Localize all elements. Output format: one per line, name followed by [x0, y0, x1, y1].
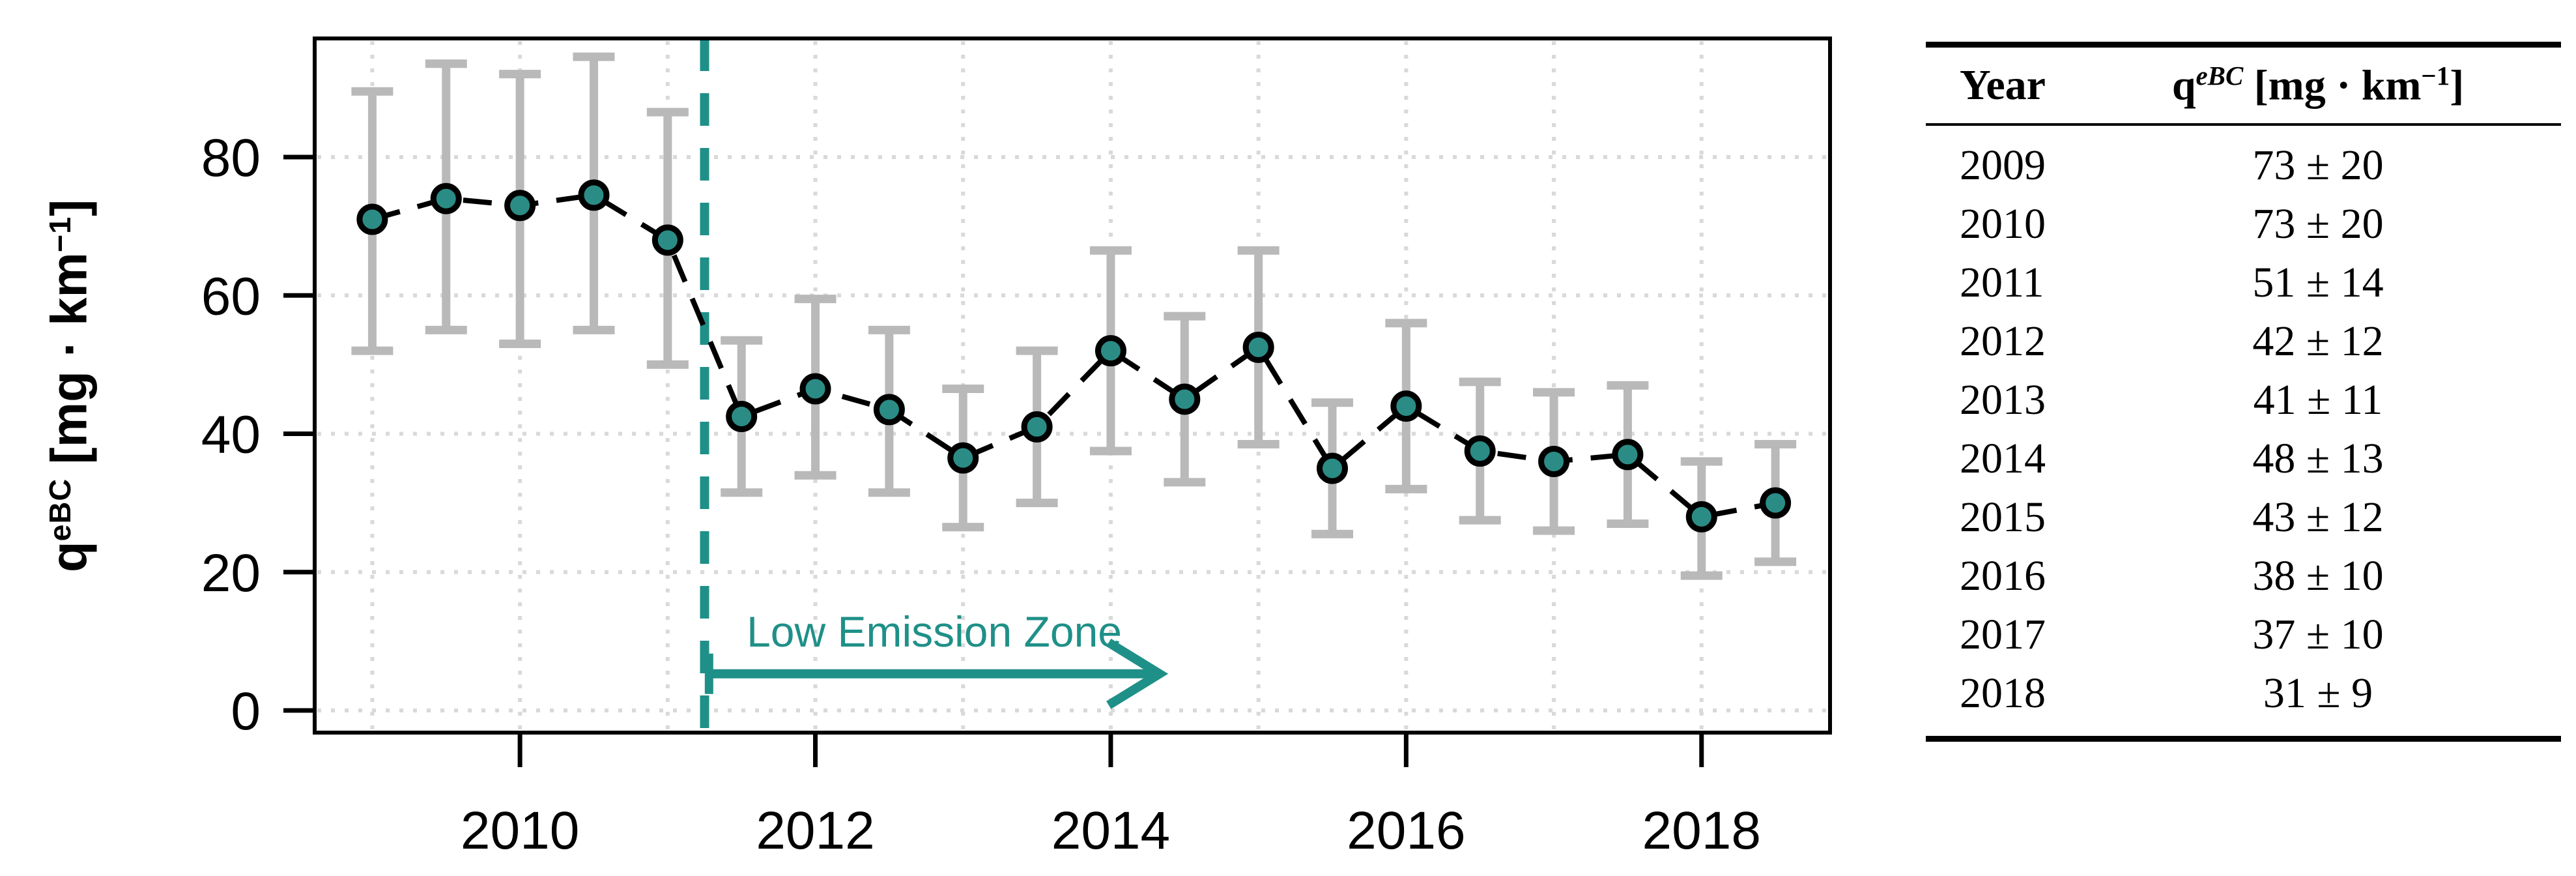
table-row: 2012 42 ± 12: [1926, 312, 2561, 371]
table-cell-value: 73 ± 20: [2252, 200, 2384, 248]
y-axis-label-unit-close: ]: [40, 199, 98, 216]
table-cell-year: 2009: [1960, 141, 2046, 189]
table-cell-value: 73 ± 20: [2252, 141, 2384, 189]
x-tick-label: 2010: [461, 801, 579, 860]
table-cell-year: 2014: [1960, 435, 2046, 482]
table-row: 2017 37 ± 10: [1926, 606, 2561, 664]
table-row: 2016 38 ± 10: [1926, 547, 2561, 606]
data-point-marker: [726, 400, 758, 432]
table-cell-value: 38 ± 10: [2252, 552, 2384, 600]
lez-label: Low Emission Zone: [747, 607, 1122, 656]
data-point-marker: [1095, 335, 1126, 367]
data-point-marker: [1760, 487, 1792, 519]
table-row: 2010 73 ± 20: [1926, 195, 2561, 254]
table-row: 2014 48 ± 13: [1926, 430, 2561, 488]
table-cell-value: 43 ± 12: [2252, 493, 2384, 541]
data-point-marker: [1317, 452, 1349, 484]
data-point-marker: [947, 442, 979, 474]
plot-border: [313, 36, 1832, 735]
y-tick-label: 20: [201, 544, 261, 603]
table-row: 2009 73 ± 20: [1926, 136, 2561, 195]
data-point-marker: [1612, 439, 1644, 471]
table-cell-year: 2017: [1960, 611, 2046, 658]
table-header-year: Year: [1960, 61, 2046, 109]
data-point-marker: [430, 182, 462, 214]
x-tick-label: 2018: [1642, 801, 1761, 860]
table-row: 2015 43 ± 12: [1926, 488, 2561, 547]
y-tick-label: 60: [201, 267, 261, 326]
data-point-marker: [1685, 501, 1717, 533]
data-point-marker: [504, 190, 536, 222]
data-point-marker: [1021, 411, 1053, 443]
y-axis-label: qeBC [mg · km−1]: [40, 199, 99, 572]
table-cell-value: 31 ± 9: [2263, 669, 2373, 717]
table-header-q: q: [2171, 61, 2196, 110]
y-axis-label-superscript: eBC: [43, 478, 78, 542]
table-cell-value: 42 ± 12: [2252, 317, 2384, 365]
data-point-marker: [799, 373, 831, 405]
emissions-table: Year qeBC [mg · km−1] 2009 73 ± 20 2010 73 …: [1926, 42, 2561, 742]
y-axis-label-symbol: q: [40, 541, 98, 573]
data-point-marker: [1538, 445, 1570, 477]
table-cell-value: 37 ± 10: [2252, 611, 2384, 658]
table-row: 2018 31 ± 9: [1926, 664, 2561, 723]
table-row: 2011 51 ± 14: [1926, 254, 2561, 312]
table-cell-year: 2012: [1960, 317, 2046, 365]
table-header-unit-exponent: −1: [2421, 61, 2450, 91]
table-cell-year: 2018: [1960, 669, 2046, 717]
table-header-unit: [mg · km: [2243, 61, 2422, 110]
table-cell-year: 2011: [1960, 259, 2044, 306]
data-point-marker: [1464, 435, 1496, 467]
emissions-chart: Low Emission Zone 0 20 40 60 80 2010 2012 2014 20…: [201, 36, 1832, 860]
data-point-marker: [578, 179, 610, 211]
table-cell-year: 2013: [1960, 376, 2046, 424]
table-row: 2013 41 ± 11: [1926, 371, 2561, 430]
x-tick-label: 2016: [1347, 801, 1465, 860]
data-point-marker: [1169, 383, 1201, 415]
table-top-rule: [1926, 42, 2561, 48]
table-header-row: Year qeBC [mg · km−1]: [1926, 48, 2561, 123]
data-point-marker: [1390, 390, 1422, 422]
table-header-q-superscript: eBC: [2196, 61, 2244, 91]
data-point-marker: [651, 224, 683, 256]
table-cell-value: 48 ± 13: [2252, 435, 2384, 482]
y-tick-label: 40: [201, 405, 261, 465]
table-cell-year: 2015: [1960, 493, 2046, 541]
table-cell-value: 41 ± 11: [2253, 376, 2383, 424]
table-cell-year: 2016: [1960, 552, 2046, 600]
y-tick-label: 80: [201, 128, 261, 188]
lez-arrow-head: [1106, 638, 1169, 709]
table-header-value: qeBC [mg · km−1]: [2110, 61, 2526, 111]
table-cell-year: 2010: [1960, 200, 2046, 248]
table-cell-value: 51 ± 14: [2252, 259, 2384, 306]
x-tick-label: 2014: [1052, 801, 1170, 860]
y-axis-label-unit-exponent: −1: [43, 216, 78, 253]
data-point-marker: [1242, 331, 1274, 363]
y-tick-label: 0: [231, 682, 261, 741]
y-axis-label-unit: [mg · km: [40, 252, 98, 478]
table-header-unit-close: ]: [2450, 61, 2465, 110]
table-bottom-rule: [1926, 736, 2561, 742]
data-point-marker: [356, 203, 388, 235]
table-mid-rule: [1926, 123, 2561, 126]
data-point-marker: [873, 394, 905, 426]
table-body: 2009 73 ± 20 2010 73 ± 20 2011 51 ± 14 2012 42 …: [1926, 126, 2561, 736]
x-tick-label: 2012: [756, 801, 874, 860]
